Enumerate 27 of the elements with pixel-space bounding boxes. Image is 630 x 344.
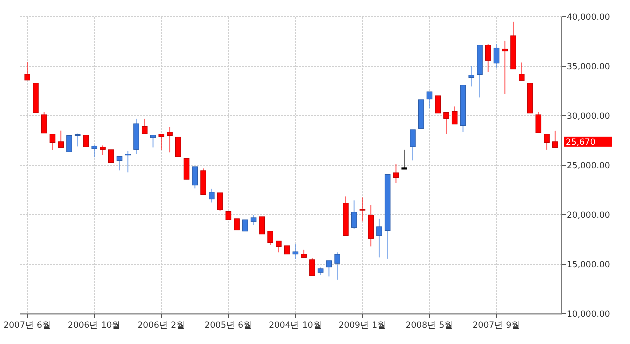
y-tick-label: 35,000.00: [567, 62, 610, 72]
y-tick-label: 15,000.00: [567, 260, 610, 270]
candlestick: [259, 216, 266, 235]
y-tick-label: 10,000.00: [567, 310, 610, 320]
y-tick-label: 30,000.00: [567, 112, 610, 122]
candlestick: [217, 192, 224, 212]
candlestick: [435, 96, 442, 114]
y-tick-label: 25,000.00: [567, 161, 610, 172]
x-tick-label: 2006년 10월: [68, 321, 122, 331]
y-tick-label: 20,000.00: [567, 210, 610, 221]
candlestick: [242, 220, 248, 232]
candlestick: [234, 218, 240, 231]
candlestick: [176, 136, 182, 158]
x-tick-label: 2007년 9월: [472, 321, 521, 331]
candlestick: [310, 258, 316, 276]
x-tick-label: 2006년 2월: [138, 321, 186, 331]
x-tick-label: 2005년 6월: [204, 321, 253, 331]
candlestick: [184, 158, 190, 180]
candlestick: [66, 136, 72, 152]
text: 25,670: [566, 138, 596, 148]
x-tick-label: 2009년 1월: [338, 321, 387, 331]
candlestick: [83, 135, 90, 148]
x-tick-label: 2008년 5월: [406, 321, 454, 331]
candlestick: [108, 150, 114, 164]
y-tick-label: 40,000.00: [567, 12, 610, 23]
x-tick-label: 2004년 10월: [269, 321, 322, 331]
x-tick-label: 2007년 6월: [4, 321, 52, 331]
